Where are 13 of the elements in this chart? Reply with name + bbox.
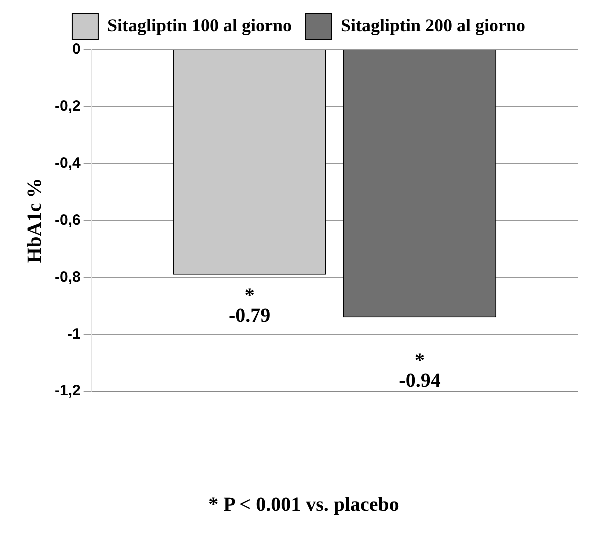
text: * P < 0.001 vs. placebo	[208, 494, 400, 517]
y-tick-label: -0,4	[54, 155, 82, 172]
y-tick-label: -0,2	[54, 98, 81, 116]
legend-label: Sitagliptin 100 al giorno	[107, 16, 292, 36]
data-label: * -0.79	[229, 285, 271, 328]
y-tick-label: -0,8	[54, 268, 81, 286]
y-tick-label: -0,6	[54, 212, 81, 229]
y-axis-title: HbA1c %	[24, 178, 46, 264]
y-tick-label: -1,2	[54, 382, 81, 400]
y-tick-label: -1	[68, 326, 81, 343]
legend-label: Sitagliptin 200 al giorno	[341, 16, 526, 36]
data-label: * -0.94	[399, 350, 441, 392]
y-tick-label: 0	[72, 41, 81, 58]
